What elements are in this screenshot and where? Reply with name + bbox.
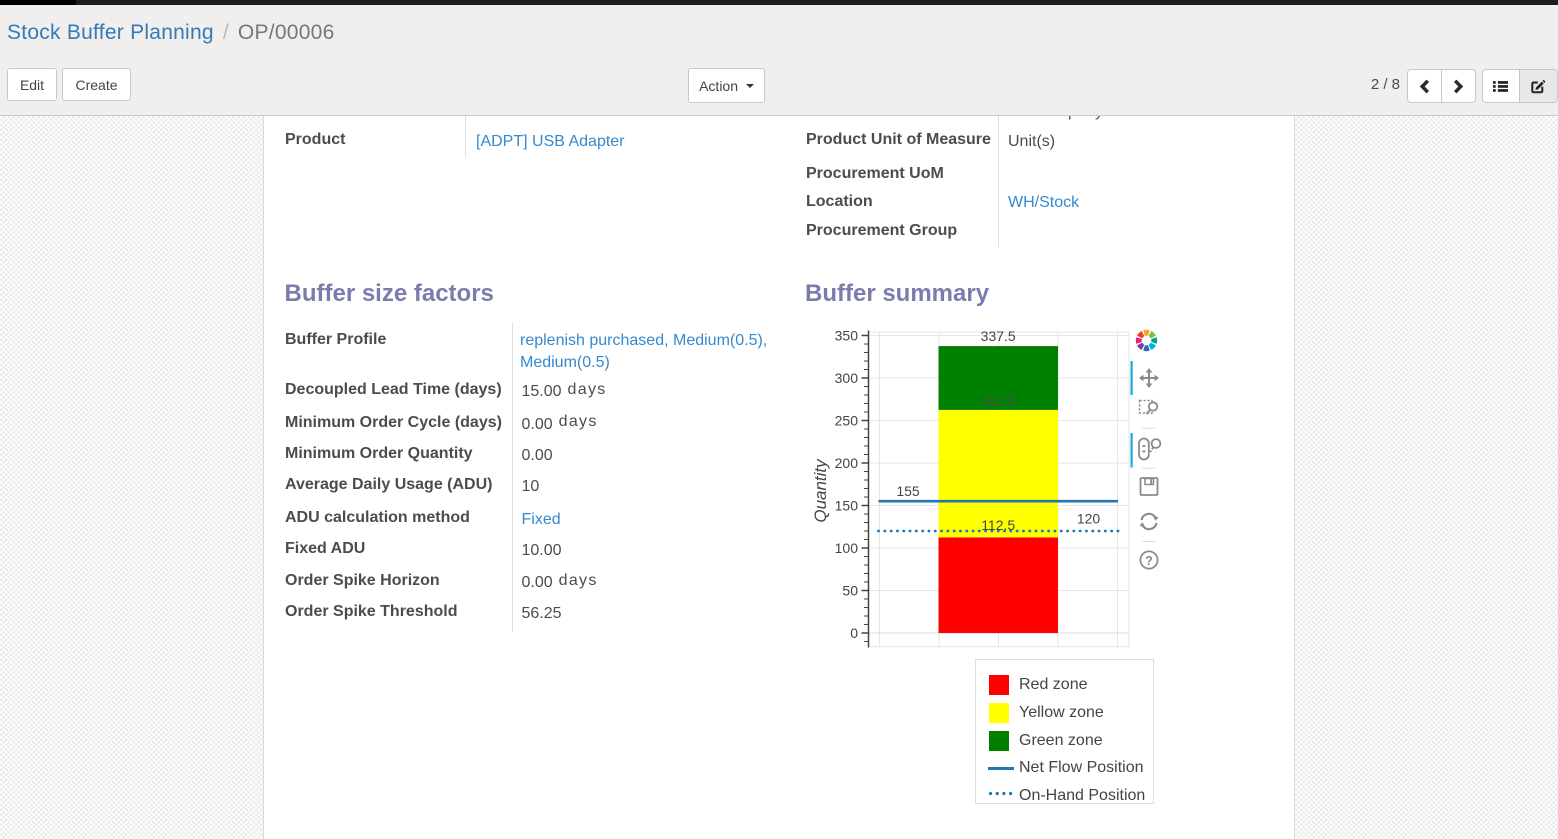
svg-text:250: 250 [835,413,859,429]
svg-text:0: 0 [850,625,858,641]
svg-text:155: 155 [896,483,920,499]
svg-text:337.5: 337.5 [981,328,1016,344]
svg-text:262.5: 262.5 [981,393,1016,409]
svg-text:120: 120 [1077,511,1101,527]
svg-text:112.5: 112.5 [981,517,1015,533]
svg-text:?: ? [1145,554,1153,568]
svg-text:Quantity: Quantity [811,458,830,523]
svg-text:300: 300 [835,370,859,386]
svg-text:100: 100 [835,540,859,556]
svg-text:200: 200 [835,455,859,471]
svg-text:350: 350 [835,328,859,344]
svg-text:50: 50 [842,583,858,599]
svg-text:150: 150 [835,498,859,514]
